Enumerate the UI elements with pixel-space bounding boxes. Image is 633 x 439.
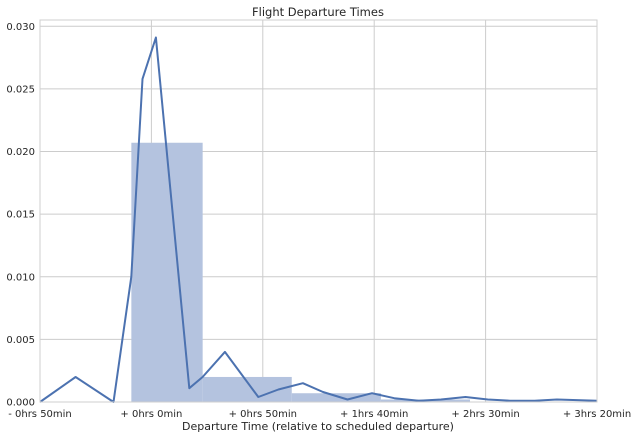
x-tick-label: - 0hrs 50min xyxy=(8,409,72,420)
y-tick-label: 0.005 xyxy=(6,335,35,346)
y-tick-label: 0.015 xyxy=(6,210,35,221)
y-tick-label: 0.000 xyxy=(6,398,35,409)
x-tick-label: + 0hrs 0min xyxy=(120,409,182,420)
histogram-bar xyxy=(131,142,203,403)
gridlines xyxy=(39,20,598,403)
y-tick-labels: 0.000 0.005 0.010 0.015 0.020 0.025 0.030 xyxy=(6,22,35,409)
kde-curve xyxy=(39,36,598,403)
y-tick-label: 0.025 xyxy=(6,84,35,95)
x-tick-labels: - 0hrs 50min + 0hrs 0min + 0hrs 50min + 1hr… xyxy=(8,409,631,420)
x-axis-title: Departure Time (relative to scheduled de… xyxy=(182,420,454,433)
y-tick-label: 0.030 xyxy=(6,22,35,33)
x-tick-label: + 0hrs 50min xyxy=(229,409,297,420)
x-tick-label: + 1hrs 40min xyxy=(340,409,408,420)
chart-title: Flight Departure Times xyxy=(252,5,384,19)
histogram-bar xyxy=(291,393,381,402)
y-tick-label: 0.020 xyxy=(6,147,35,158)
x-tick-label: + 2hrs 30min xyxy=(451,409,519,420)
y-tick-label: 0.010 xyxy=(6,272,35,283)
x-tick-label: + 3hrs 20min xyxy=(563,409,631,420)
plot-frame xyxy=(39,19,598,403)
kde-line xyxy=(39,36,598,403)
histogram-bars xyxy=(131,142,471,403)
